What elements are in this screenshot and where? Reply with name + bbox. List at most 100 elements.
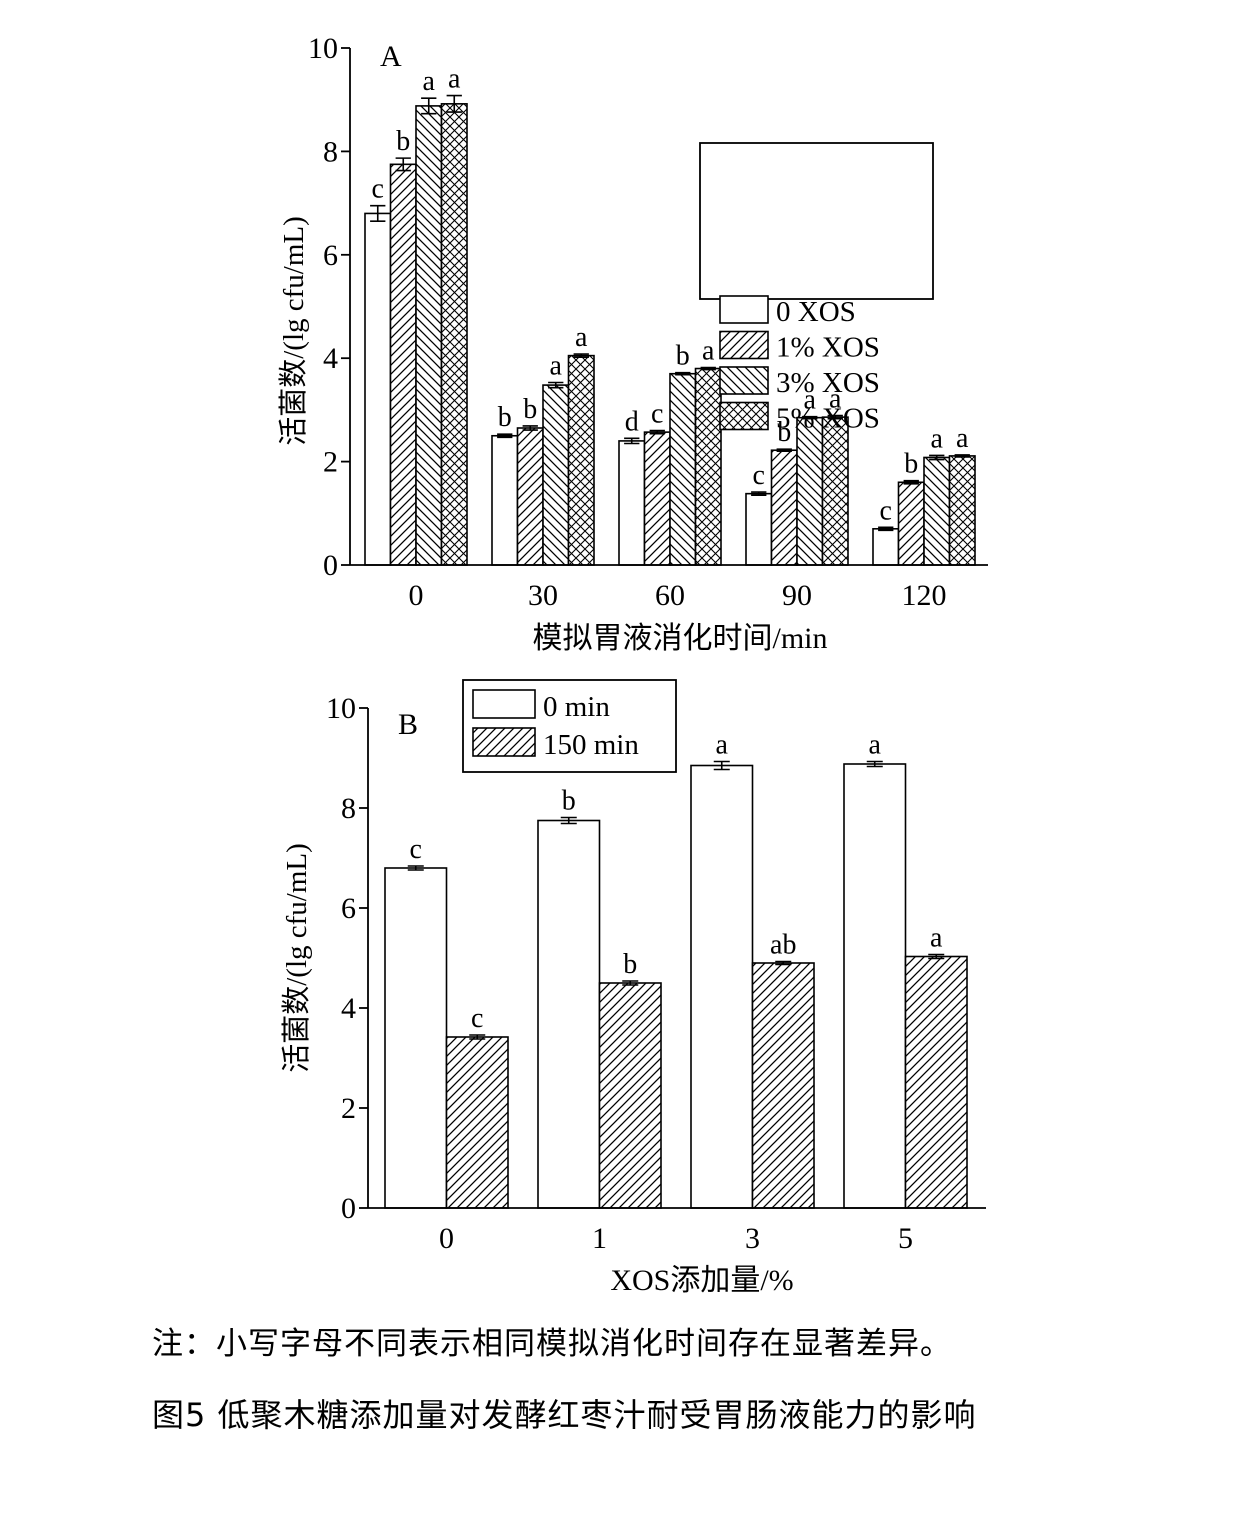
panel-a-significance-label: a <box>829 384 842 415</box>
panel-a-x-tick-label: 60 <box>655 579 685 612</box>
panel-a-significance-label: c <box>880 495 892 526</box>
panel-a-significance-label: b <box>523 394 537 425</box>
panel-b-error-bar <box>775 960 792 966</box>
panel-b-y-axis-title: 活菌数/(lg cfu/mL) <box>280 843 313 1073</box>
panel-a-error-bar <box>573 353 589 358</box>
panel-a-error-bar <box>751 491 767 497</box>
panel-b-x-tick-label: 0 <box>439 1222 454 1255</box>
panel-b-error-bar <box>866 760 883 768</box>
panel-b-significance-label: ab <box>770 930 796 961</box>
panel-b-bar <box>751 962 815 1209</box>
panel-b-bar <box>445 1036 509 1209</box>
panel-a-bar <box>618 440 646 566</box>
panel-b-x-tick-label: 5 <box>898 1222 913 1255</box>
panel-b-x-axis-title: XOS添加量/% <box>610 1264 793 1297</box>
panel-a-y-tick-label: 0 <box>323 549 338 582</box>
figure-note: 注：小写字母不同表示相同模拟消化时间存在显著差异。 <box>152 1326 952 1362</box>
panel-a-label: A <box>380 40 402 73</box>
panel-a-legend-swatch <box>719 366 769 395</box>
panel-a-bar <box>364 212 392 566</box>
panel-a-y-tick-label: 10 <box>308 32 338 65</box>
panel-a-error-bar <box>421 97 437 115</box>
panel-b-x-tick-label: 3 <box>745 1222 760 1255</box>
panel-a-legend-label: 5% XOS <box>776 403 880 435</box>
panel-b-bar <box>843 763 907 1209</box>
panel-b-legend-swatch <box>472 689 536 719</box>
panel-b-error-bar <box>560 816 577 825</box>
panel-a-y-axis-title: 活菌数/(lg cfu/mL) <box>277 216 310 446</box>
panel-a-bar <box>516 427 544 566</box>
panel-a-legend-label: 1% XOS <box>776 332 880 364</box>
panel-b-error-bar <box>622 980 639 986</box>
panel-a-error-bar <box>522 425 538 431</box>
panel-a-bar <box>745 492 773 566</box>
panel-a-error-bar <box>370 204 386 222</box>
panel-a-significance-label: b <box>777 417 791 448</box>
panel-a-significance-label: d <box>625 406 639 437</box>
panel-a-y-tick-label: 6 <box>323 239 338 272</box>
panel-b-y-tick-label: 4 <box>341 992 356 1025</box>
panel-a-bar <box>669 372 697 566</box>
panel-a-bar <box>415 105 443 566</box>
panel-a-y-tick-label: 2 <box>323 446 338 479</box>
panel-b-error-bar <box>713 760 730 771</box>
panel-a-bar <box>389 163 417 566</box>
panel-a-significance-label: c <box>753 460 765 491</box>
panel-a-error-bar <box>548 381 564 389</box>
panel-a-error-bar <box>827 414 843 420</box>
panel-a-x-tick-label: 90 <box>782 579 812 612</box>
panel-b-legend-label: 150 min <box>543 729 639 761</box>
panel-b-axes: 0 1 3 5 0 2 4 6 8 10 <box>326 692 986 1255</box>
panel-a-error-bar <box>878 526 894 532</box>
panel-b-significance-label: b <box>623 949 637 980</box>
panel-a-error-bar <box>700 366 716 371</box>
panel-b-significance-label: a <box>716 730 729 761</box>
panel-a-bar <box>567 354 595 566</box>
panel-a-error-bar <box>675 371 691 376</box>
panel-b-error-bar <box>407 865 424 871</box>
panel-a-error-bar <box>624 437 640 445</box>
panel-b-bar <box>598 982 662 1209</box>
panel-a-legend-swatch <box>719 401 769 431</box>
panel-a-error-bar <box>395 157 411 172</box>
panel-a-legend-swatch <box>719 330 769 360</box>
panel-a-error-bar <box>802 415 818 420</box>
panel-a-significance-label: b <box>676 341 690 372</box>
panel-a-significance-label: b <box>396 126 410 157</box>
panel-b-legend-label: 0 min <box>543 691 610 723</box>
panel-a-x-axis-title: 模拟胃液消化时间/min <box>532 622 827 655</box>
panel-b-legend: 0 min 150 min <box>462 679 677 773</box>
panel-a-significance-label: a <box>550 350 563 381</box>
panel-a-error-bar <box>929 454 945 461</box>
panel-a-legend-label: 0 XOS <box>776 296 856 328</box>
panel-a-bar <box>770 449 798 566</box>
panel-a-error-bar <box>903 479 919 485</box>
panel-b-y-tick-label: 10 <box>326 692 356 725</box>
panel-a-significance-label: a <box>423 66 436 97</box>
panel-a-legend-swatch <box>719 295 769 324</box>
panel-a-bar <box>923 456 951 566</box>
panel-b-significance-label: a <box>930 923 943 954</box>
panel-a-bar <box>491 434 519 566</box>
panel-a-x-tick-label: 120 <box>902 579 947 612</box>
panel-a-significance-label: a <box>702 336 715 367</box>
panel-a-axes: 0 30 60 90 120 0 2 4 6 8 10 <box>308 32 988 612</box>
panel-b-bar <box>904 955 968 1209</box>
panel-a-error-bar <box>446 94 462 113</box>
panel-a-error-bar <box>776 448 792 453</box>
panel-a-bar <box>872 528 900 566</box>
panel-a-bar <box>542 384 570 566</box>
panel-b-bar <box>384 867 448 1209</box>
panel-a-significance-label: a <box>956 423 969 454</box>
panel-a-significance-label: a <box>448 64 461 95</box>
panel-a-significance-label: b <box>904 449 918 480</box>
panel-a-significance-label: c <box>651 399 663 430</box>
panel-b-y-tick-label: 2 <box>341 1092 356 1125</box>
panel-b-error-bar <box>469 1034 486 1040</box>
panel-b-bar <box>537 819 601 1209</box>
panel-b-significance-label: b <box>562 786 576 817</box>
